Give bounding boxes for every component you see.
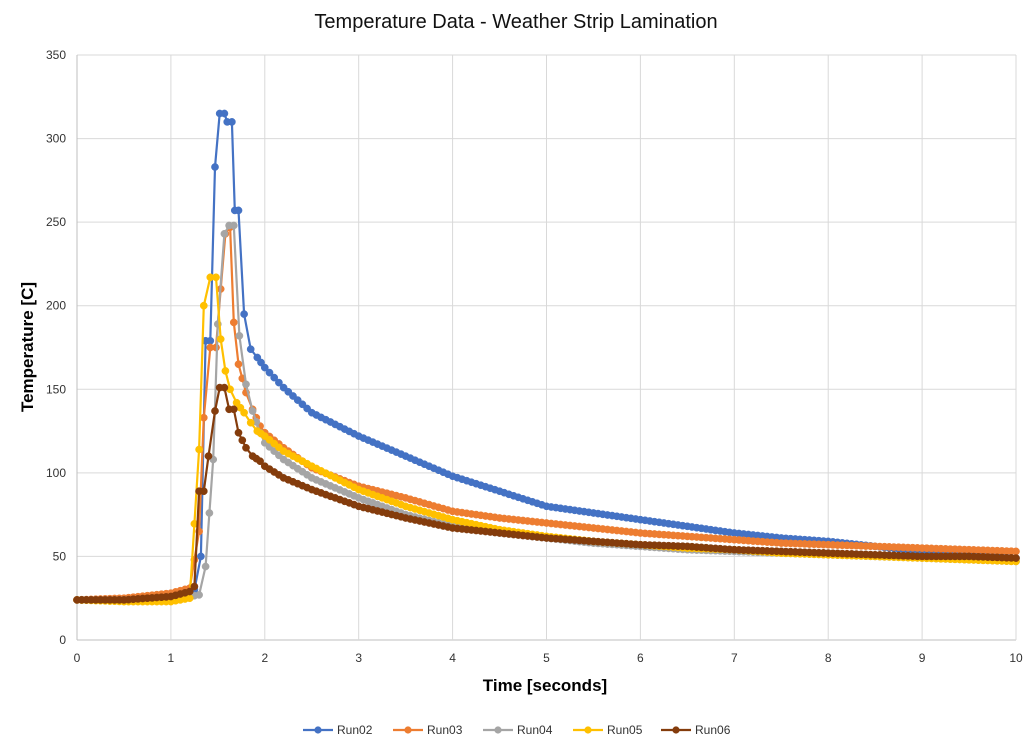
data-point: [221, 367, 230, 375]
data-point: [246, 345, 255, 354]
legend-swatch-marker: [584, 726, 592, 734]
data-point: [240, 408, 248, 417]
data-point: [246, 418, 255, 427]
data-point: [242, 380, 250, 389]
legend-label: Run04: [517, 723, 553, 737]
x-tick-label: 3: [355, 651, 362, 665]
data-point: [235, 331, 244, 340]
data-point: [195, 445, 203, 454]
data-point: [275, 378, 283, 387]
x-tick-label: 5: [543, 651, 550, 665]
y-tick-label: 150: [46, 382, 66, 396]
data-point: [206, 336, 215, 345]
legend-label: Run03: [427, 723, 463, 737]
y-tick-label: 200: [46, 299, 66, 313]
legend-label: Run02: [337, 723, 373, 737]
data-point: [270, 373, 279, 382]
series-group: [73, 109, 1020, 606]
data-point: [256, 457, 264, 466]
data-point: [220, 229, 229, 238]
data-point: [257, 358, 265, 367]
series-run06: [73, 383, 1020, 604]
x-tick-label: 9: [919, 651, 926, 665]
y-tick-label: 300: [46, 132, 66, 146]
x-tick-label: 7: [731, 651, 738, 665]
x-tick-label: 1: [168, 651, 175, 665]
x-tick-label: 6: [637, 651, 644, 665]
legend-item-run03: Run03: [393, 723, 463, 737]
data-point: [195, 591, 203, 599]
data-point: [199, 487, 208, 496]
series-run02: [73, 109, 1020, 604]
legend-swatch-marker: [494, 726, 502, 734]
data-point: [242, 443, 250, 452]
legend-label: Run05: [607, 723, 643, 737]
data-point: [234, 206, 243, 215]
y-axis-title: Temperature [C]: [18, 282, 37, 412]
y-tick-label: 350: [46, 48, 66, 62]
x-tick-label: 2: [261, 651, 268, 665]
data-point: [229, 318, 238, 327]
data-point: [1012, 554, 1020, 562]
legend-swatch-marker: [404, 726, 412, 734]
data-point: [229, 221, 238, 230]
data-point: [229, 405, 238, 414]
y-tick-label: 50: [53, 549, 67, 563]
data-point: [220, 109, 229, 118]
data-point: [216, 335, 225, 343]
data-point: [1012, 547, 1020, 556]
data-point: [238, 436, 247, 445]
x-tick-label: 10: [1009, 651, 1023, 665]
data-point: [197, 552, 205, 561]
legend-item-run05: Run05: [573, 723, 643, 737]
legend-swatch-marker: [314, 726, 322, 734]
y-tick-label: 0: [59, 633, 66, 647]
data-point: [199, 301, 208, 310]
data-point: [240, 310, 248, 318]
x-tick-label: 4: [449, 651, 456, 665]
legend-swatch-marker: [672, 726, 680, 734]
legend-label: Run06: [695, 723, 731, 737]
data-point: [190, 582, 199, 591]
data-point: [234, 360, 243, 369]
data-point: [260, 363, 269, 372]
x-axis-ticks: 0 1 2 3 4 5 6 7 8 9 10: [74, 651, 1023, 665]
chart-title: Temperature Data - Weather Strip Laminat…: [314, 11, 717, 33]
y-axis-ticks: 0 50 100 150 200 250 300 350: [46, 48, 66, 647]
data-point: [212, 273, 220, 282]
data-point: [205, 509, 214, 517]
data-point: [211, 163, 219, 171]
data-point: [265, 368, 274, 377]
y-tick-label: 100: [46, 466, 66, 480]
x-tick-label: 8: [825, 651, 832, 665]
data-point: [234, 428, 243, 437]
x-tick-label: 0: [74, 651, 81, 665]
legend: Run02 Run03 Run04 Run05 Run06: [303, 723, 731, 737]
data-point: [248, 407, 257, 415]
data-point: [201, 562, 210, 571]
legend-item-run04: Run04: [483, 723, 553, 737]
legend-item-run02: Run02: [303, 723, 373, 737]
data-point: [185, 587, 194, 596]
data-point: [211, 407, 219, 415]
legend-item-run06: Run06: [661, 723, 731, 737]
data-point: [228, 118, 236, 126]
data-point: [220, 383, 229, 392]
y-tick-label: 250: [46, 215, 66, 229]
x-axis-title: Time [seconds]: [483, 676, 607, 695]
data-point: [204, 452, 213, 460]
